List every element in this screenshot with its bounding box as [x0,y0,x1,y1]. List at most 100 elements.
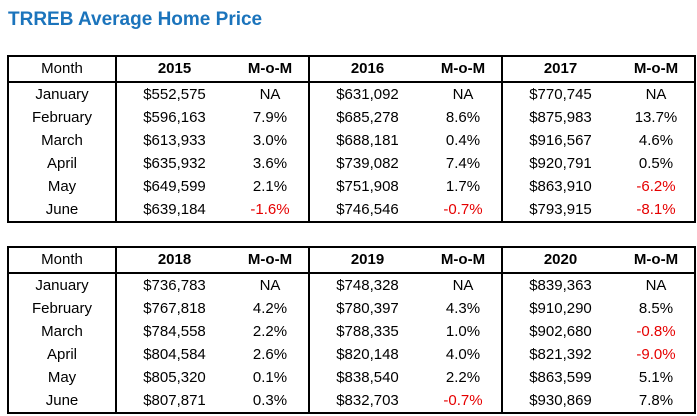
mom-cell: -6.2% [618,175,696,198]
mom-cell: 13.7% [618,106,696,129]
table-row: February $596,163 7.9% $685,278 8.6% $875,983… [8,106,696,129]
month-cell: February [8,106,117,129]
mom-cell: 5.1% [618,366,696,389]
price-cell: $807,871 [143,392,206,409]
year-column-header: 2017 [502,56,618,83]
mom-column-header: M-o-M [425,247,503,274]
mom-cell: 3.6% [232,152,310,175]
table-row: May $805,320 0.1% $838,540 2.2% $863,599 5.1% [8,366,696,389]
price-cell: $820,148 [336,346,399,363]
mom-cell: -0.7% [425,389,503,413]
price-cell: $751,908 [336,178,399,195]
price-cell: $635,932 [143,155,206,172]
price-table-2018-2020: Month 2018 M-o-M 2019 M-o-M 2020 M-o-M J… [7,246,696,414]
price-cell: $685,278 [336,109,399,126]
mom-cell: -0.7% [425,198,503,222]
mom-cell: NA [425,273,503,297]
month-cell: March [8,320,117,343]
month-cell: January [8,273,117,297]
price-cell: $793,915 [529,201,592,218]
table-row: May $649,599 2.1% $751,908 1.7% $863,910 -6.2% [8,175,696,198]
table-row: April $635,932 3.6% $739,082 7.4% $920,791 0.5… [8,152,696,175]
mom-cell: NA [618,273,696,297]
price-cell: $748,328 [336,277,399,294]
month-cell: April [8,152,117,175]
price-cell: $649,599 [143,178,206,195]
year-column-header: 2020 [502,247,618,274]
table-row: March $613,933 3.0% $688,181 0.4% $916,567 4.6… [8,129,696,152]
price-cell: $805,320 [143,369,206,386]
mom-column-header: M-o-M [232,247,310,274]
price-cell: $863,910 [529,178,592,195]
mom-cell: NA [618,82,696,106]
month-cell: January [8,82,117,106]
month-cell: June [8,389,117,413]
table-row: January $736,783 NA $748,328 NA $839,363 NA [8,273,696,297]
price-cell: $916,567 [529,132,592,149]
mom-column-header: M-o-M [618,56,696,83]
year-column-header: 2015 [116,56,232,83]
month-cell: February [8,297,117,320]
mom-cell: -9.0% [618,343,696,366]
mom-cell: 0.5% [618,152,696,175]
price-cell: $839,363 [529,277,592,294]
mom-cell: 0.4% [425,129,503,152]
mom-cell: NA [232,273,310,297]
table-row: June $807,871 0.3% $832,703 -0.7% $930,869 7.8… [8,389,696,413]
table-row: February $767,818 4.2% $780,397 4.3% $910,290… [8,297,696,320]
mom-cell: 1.0% [425,320,503,343]
price-cell: $596,163 [143,109,206,126]
page-title: TRREB Average Home Price [8,9,263,30]
year-column-header: 2016 [309,56,425,83]
mom-cell: 2.2% [425,366,503,389]
header-row: Month 2018 M-o-M 2019 M-o-M 2020 M-o-M [8,247,696,274]
price-cell: $736,783 [143,277,206,294]
mom-cell: -8.1% [618,198,696,222]
price-table-2015-2017: Month 2015 M-o-M 2016 M-o-M 2017 M-o-M J… [7,55,696,223]
mom-cell: 8.5% [618,297,696,320]
table-row: March $784,558 2.2% $788,335 1.0% $902,680 -0.… [8,320,696,343]
mom-cell: -0.8% [618,320,696,343]
price-cell: $746,546 [336,201,399,218]
mom-cell: 4.6% [618,129,696,152]
price-cell: $838,540 [336,369,399,386]
price-cell: $631,092 [336,86,399,103]
mom-cell: 8.6% [425,106,503,129]
mom-cell: 7.8% [618,389,696,413]
mom-cell: -1.6% [232,198,310,222]
price-cell: $784,558 [143,323,206,340]
price-cell: $767,818 [143,300,206,317]
price-cell: $804,584 [143,346,206,363]
price-cell: $770,745 [529,86,592,103]
price-cell: $639,184 [143,201,206,218]
price-cell: $780,397 [336,300,399,317]
year-column-header: 2018 [116,247,232,274]
price-cell: $832,703 [336,392,399,409]
price-cell: $910,290 [529,300,592,317]
table-row: April $804,584 2.6% $820,148 4.0% $821,392 -9.… [8,343,696,366]
mom-cell: 7.9% [232,106,310,129]
price-cell: $739,082 [336,155,399,172]
mom-column-header: M-o-M [232,56,310,83]
price-cell: $930,869 [529,392,592,409]
price-cell: $902,680 [529,323,592,340]
price-cell: $920,791 [529,155,592,172]
mom-cell: 2.2% [232,320,310,343]
price-cell: $821,392 [529,346,592,363]
price-cell: $863,599 [529,369,592,386]
mom-column-header: M-o-M [425,56,503,83]
year-column-header: 2019 [309,247,425,274]
mom-cell: NA [425,82,503,106]
month-column-header: Month [8,247,117,274]
price-cell: $788,335 [336,323,399,340]
mom-cell: NA [232,82,310,106]
mom-cell: 4.0% [425,343,503,366]
price-cell: $552,575 [143,86,206,103]
mom-cell: 0.1% [232,366,310,389]
header-row: Month 2015 M-o-M 2016 M-o-M 2017 M-o-M [8,56,696,83]
price-cell: $875,983 [529,109,592,126]
mom-column-header: M-o-M [618,247,696,274]
mom-cell: 7.4% [425,152,503,175]
month-column-header: Month [8,56,117,83]
price-cell: $613,933 [143,132,206,149]
